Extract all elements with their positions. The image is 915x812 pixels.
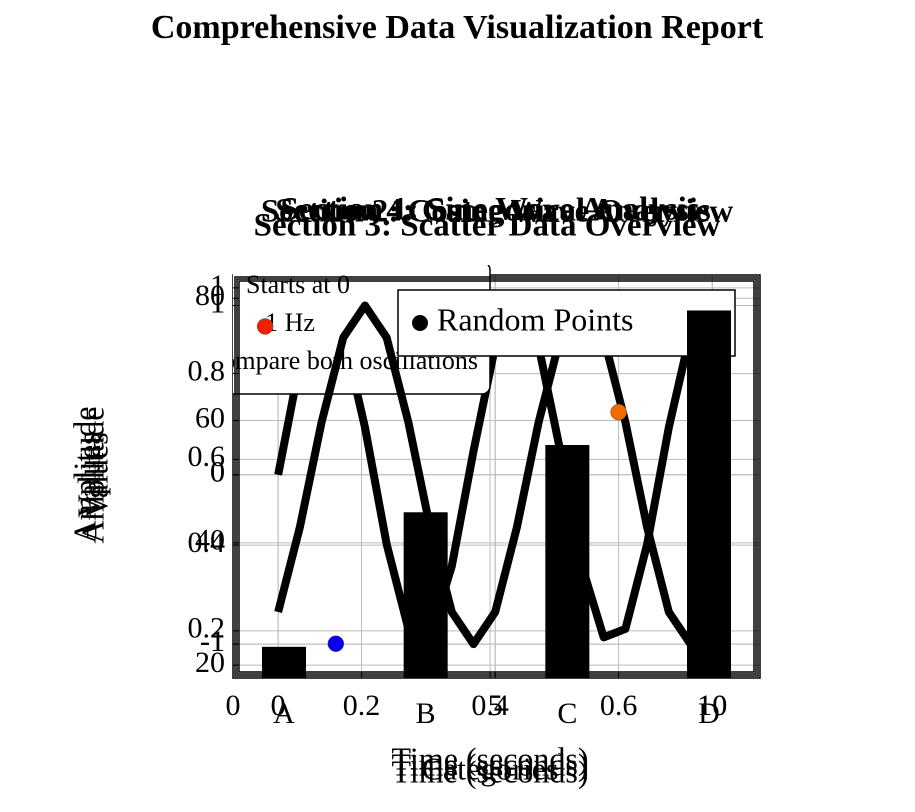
x-tick-label: 0.2 — [343, 689, 381, 722]
y-tick-label: 1 — [210, 269, 225, 302]
axes-frame — [234, 276, 759, 677]
axes-frame — [232, 274, 761, 679]
bar — [545, 445, 590, 678]
x-tick-label: 5 — [488, 689, 503, 722]
x-tick-label: 10 — [697, 689, 727, 722]
x-tick-label: 0 — [271, 689, 286, 722]
x-axis-label: Time (seconds) — [391, 740, 588, 776]
legend-frame — [397, 289, 736, 357]
scatter-point — [256, 318, 274, 335]
x-axis-label: Time (seconds) — [391, 753, 588, 789]
y-axis-label: Amplitude — [74, 407, 110, 544]
y-tick-label: 0.6 — [188, 440, 226, 473]
y-tick-label: 1 — [210, 286, 225, 319]
plot-area — [274, 301, 716, 649]
y-axis-label: Amplitude — [66, 407, 102, 544]
chart-title: Section 2: Cosine Wave Overview — [261, 194, 733, 230]
y-tick-label: 80 — [195, 279, 225, 312]
y-axis-label: Values — [70, 432, 106, 517]
y-tick-label: 0 — [210, 456, 225, 489]
axes-frame — [236, 278, 757, 675]
chart-title: Section 4: Categorical Analysis — [275, 193, 711, 229]
bar — [687, 310, 731, 678]
x-tick-label: D — [698, 697, 720, 730]
scatter-point — [610, 403, 627, 421]
legend-marker — [412, 315, 428, 331]
note: 1 Hz — [265, 308, 315, 337]
scatter-point — [327, 635, 345, 652]
x-tick-label: C — [557, 697, 577, 730]
y-tick-label: 0.2 — [188, 612, 226, 645]
y-tick-label: -1 — [200, 625, 225, 658]
line-series — [274, 301, 716, 649]
y-tick-label: 0.4 — [188, 526, 226, 559]
x-tick-label: 5 — [488, 689, 503, 722]
x-tick-label: B — [416, 697, 436, 730]
note: Starts at 0 — [246, 270, 350, 299]
x-tick-label: 0.6 — [600, 689, 638, 722]
x-axis-label: Time (seconds) — [391, 746, 588, 782]
x-tick-label: 0 — [271, 689, 286, 722]
y-tick-label: 0 — [210, 456, 225, 489]
y-tick-label: 0.8 — [188, 354, 226, 387]
axes-frame — [238, 280, 755, 673]
x-tick-label: A — [273, 697, 295, 730]
page-title: Comprehensive Data Visualization Report — [151, 9, 764, 46]
y-tick-label: 20 — [195, 646, 225, 679]
legend-label: Random Points — [437, 301, 633, 337]
y-axis-label: Values — [78, 432, 114, 517]
x-axis-label: Categories — [422, 750, 559, 786]
y-tick-label: 40 — [195, 524, 225, 557]
chart-title: Section 3: Scatter Data Overview — [254, 208, 721, 244]
y-tick-label: 60 — [195, 401, 225, 434]
y-tick-label: -1 — [200, 625, 225, 658]
bar — [403, 512, 448, 678]
y-tick-label: 1 — [210, 286, 225, 319]
bar — [262, 646, 306, 678]
x-tick-label: 0 — [226, 689, 241, 722]
x-tick-label: 0.4 — [471, 689, 509, 722]
chart-title: Section 1: Sine Wave Analysis — [280, 192, 699, 228]
x-tick-label: 10 — [697, 689, 727, 722]
